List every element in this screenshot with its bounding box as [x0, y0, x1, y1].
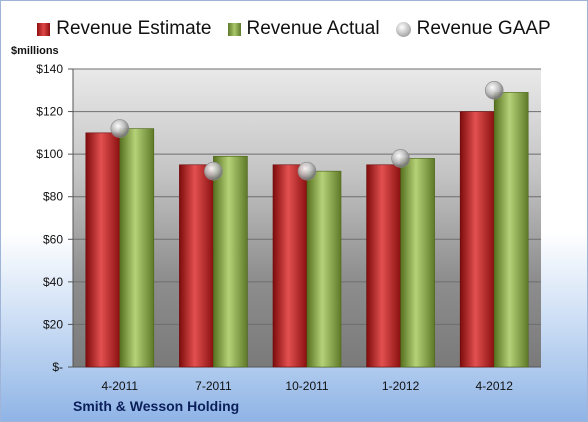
bar-revenue-actual: [493, 92, 529, 368]
x-tick-label: 10-2011: [285, 379, 328, 393]
y-tick-label: $40: [43, 275, 63, 289]
bars: [85, 92, 529, 368]
x-axis-ticks: 4-2011 7-2011 10-2011 1-2012 4-2012: [102, 379, 514, 393]
bar-revenue-estimate: [366, 164, 401, 368]
bar-revenue-actual: [119, 128, 155, 368]
point-revenue-gaap: [391, 149, 410, 168]
legend-label-actual: Revenue Actual: [246, 18, 380, 39]
x-tick-label: 1-2012: [382, 379, 420, 393]
point-revenue-gaap: [204, 161, 223, 181]
y-tick-label: $20: [43, 317, 63, 331]
x-tick-label: 4-2012: [476, 379, 514, 393]
legend: Revenue Estimate Revenue Actual Revenue …: [1, 15, 587, 43]
point-revenue-gaap: [110, 119, 130, 138]
point-revenue-gaap: [297, 161, 317, 181]
y-tick-label: $100: [36, 147, 63, 161]
bar-revenue-actual: [400, 158, 435, 368]
y-tick-label: $140: [36, 62, 63, 76]
y-axis-ticks: $- $20 $40 $60 $80 $100 $120 $140: [36, 62, 73, 374]
point-revenue-gaap: [484, 80, 504, 100]
x-tick-label: 4-2011: [102, 379, 139, 393]
bar-revenue-actual: [213, 155, 248, 368]
gaap-points: [110, 80, 504, 181]
x-tick-label: 7-2011: [195, 379, 232, 393]
bar-revenue-actual: [306, 170, 342, 368]
y-tick-label: $-: [52, 360, 63, 374]
legend-item-actual: Revenue Actual: [227, 18, 380, 40]
legend-swatch-gaap: [395, 21, 411, 37]
bar-revenue-estimate: [459, 111, 495, 368]
legend-swatch-actual: [227, 22, 241, 36]
y-tick-label: $80: [43, 190, 63, 204]
bar-revenue-estimate: [272, 164, 308, 368]
legend-item-gaap: Revenue GAAP: [395, 18, 551, 40]
bar-revenue-estimate: [85, 132, 121, 368]
legend-item-estimate: Revenue Estimate: [37, 18, 212, 40]
legend-label-gaap: Revenue GAAP: [416, 18, 551, 39]
legend-label-estimate: Revenue Estimate: [56, 18, 212, 39]
bar-revenue-estimate: [179, 164, 214, 368]
y-axis-unit-label: $millions: [11, 45, 59, 57]
company-name: Smith & Wesson Holding: [73, 398, 240, 414]
y-tick-label: $60: [43, 232, 63, 246]
y-tick-label: $120: [36, 105, 63, 119]
legend-swatch-estimate: [37, 22, 51, 36]
